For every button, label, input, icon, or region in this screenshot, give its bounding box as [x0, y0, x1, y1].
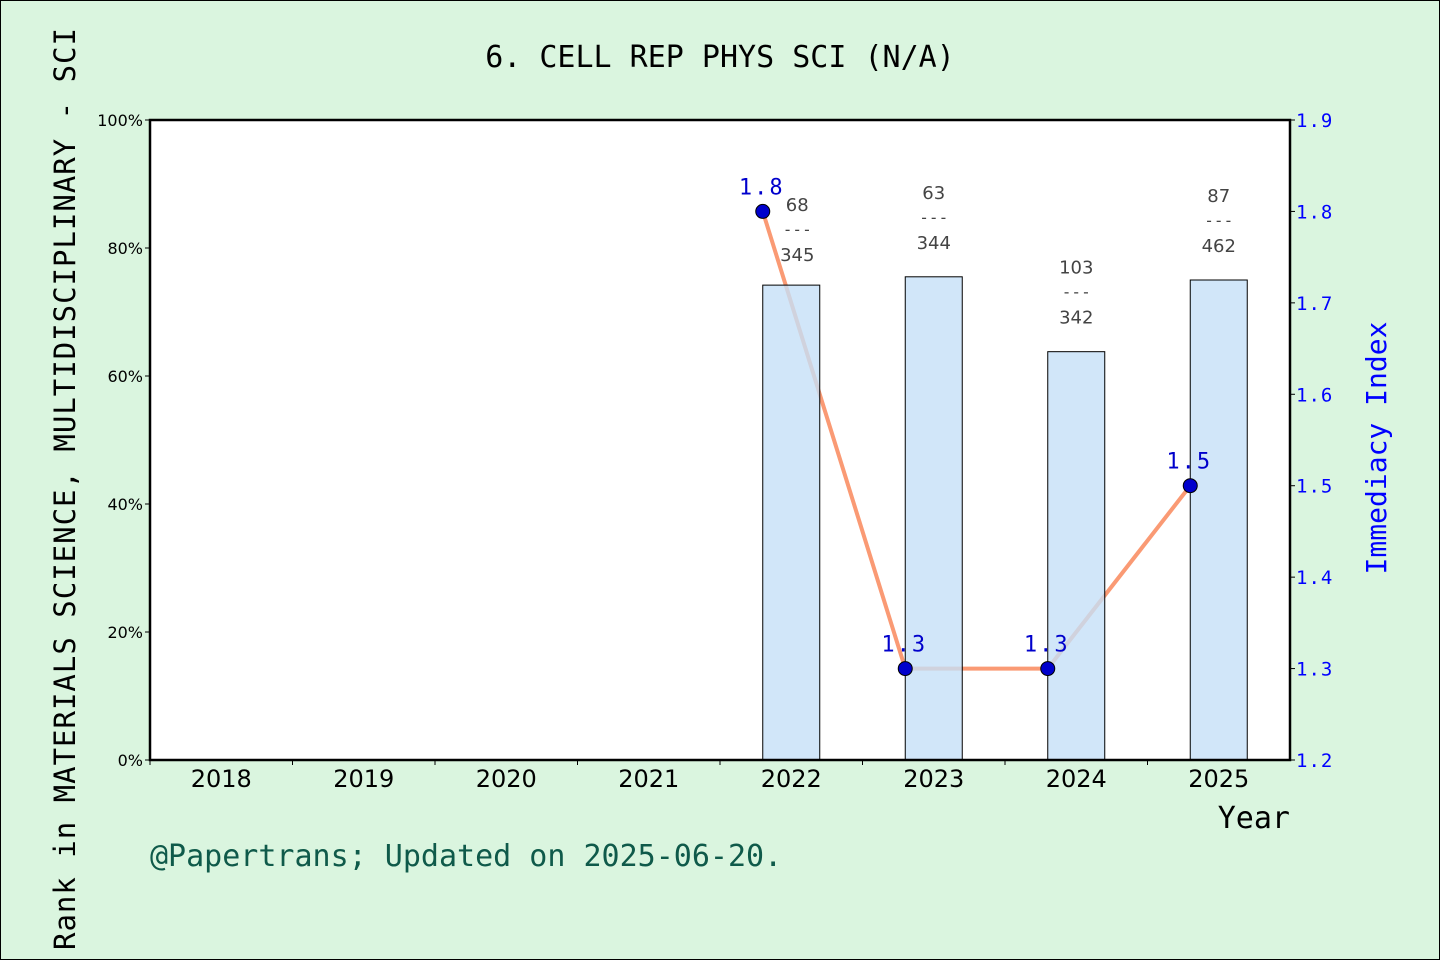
rank-total-2022: 345 [780, 245, 814, 266]
immediacy-index-line [760, 210, 1192, 671]
rank-label-2025: 87 [1207, 186, 1230, 207]
rank-label-2024: 103 [1059, 258, 1093, 279]
x-tick-label: 2024 [1046, 765, 1107, 793]
right-tick-label: 1.6 [1296, 384, 1333, 406]
immediacy-point-2022 [755, 203, 771, 219]
left-tick-label: 60% [107, 367, 143, 386]
right-axis-label: Immediacy Index [1360, 322, 1393, 575]
rank-divider: --- [1204, 211, 1233, 230]
x-tick-label: 2022 [761, 765, 822, 793]
x-tick-label: 2021 [618, 765, 679, 793]
rank-total-2023: 344 [917, 233, 951, 254]
left-tick-label: 100% [97, 111, 143, 130]
bar-2022 [762, 284, 821, 761]
immediacy-point-2025 [1182, 478, 1198, 494]
immediacy-label-2023: 1.3 [881, 633, 927, 658]
right-tick-label: 1.7 [1296, 293, 1333, 315]
left-tick-label: 80% [107, 239, 143, 258]
x-axis-label: Year [1218, 801, 1290, 836]
rank-total-2025: 462 [1202, 236, 1236, 257]
chart-title: 6. CELL REP PHYS SCI (N/A) [485, 40, 955, 75]
x-tick-label: 2025 [1188, 765, 1249, 793]
x-tick-label: 2019 [333, 765, 394, 793]
rank-label-2023: 63 [922, 183, 945, 204]
right-tick-label: 1.9 [1296, 110, 1333, 132]
rank-divider: --- [1062, 283, 1091, 302]
rank-total-2024: 342 [1059, 308, 1093, 329]
x-tick-label: 2023 [903, 765, 964, 793]
left-tick-label: 40% [107, 495, 143, 514]
right-tick-label: 1.8 [1296, 201, 1333, 223]
immediacy-label-2024: 1.3 [1024, 633, 1070, 658]
immediacy-point-2024 [1040, 661, 1056, 677]
left-tick-label: 0% [118, 751, 143, 770]
bar-2024 [1047, 351, 1106, 761]
footer-credit: @Papertrans; Updated on 2025-06-20. [150, 839, 782, 874]
plot-area [150, 120, 1290, 760]
right-tick-label: 1.5 [1296, 476, 1333, 498]
rank-divider: --- [783, 220, 812, 239]
rank-label-2022: 68 [786, 195, 809, 216]
bar-2025 [1189, 279, 1248, 761]
left-tick-label: 20% [107, 623, 143, 642]
right-tick-label: 1.2 [1296, 750, 1333, 772]
rank-divider: --- [919, 208, 948, 227]
x-tick-label: 2018 [191, 765, 252, 793]
immediacy-label-2025: 1.5 [1166, 450, 1212, 475]
immediacy-label-2022: 1.8 [739, 175, 785, 200]
right-tick-label: 1.4 [1296, 567, 1333, 589]
right-tick-label: 1.3 [1296, 659, 1333, 681]
x-tick-label: 2020 [476, 765, 537, 793]
immediacy-point-2023 [897, 661, 913, 677]
left-axis-label: Rank in MATERIALS SCIENCE, MULTIDISCIPLI… [48, 27, 82, 950]
bar-2023 [904, 276, 963, 761]
